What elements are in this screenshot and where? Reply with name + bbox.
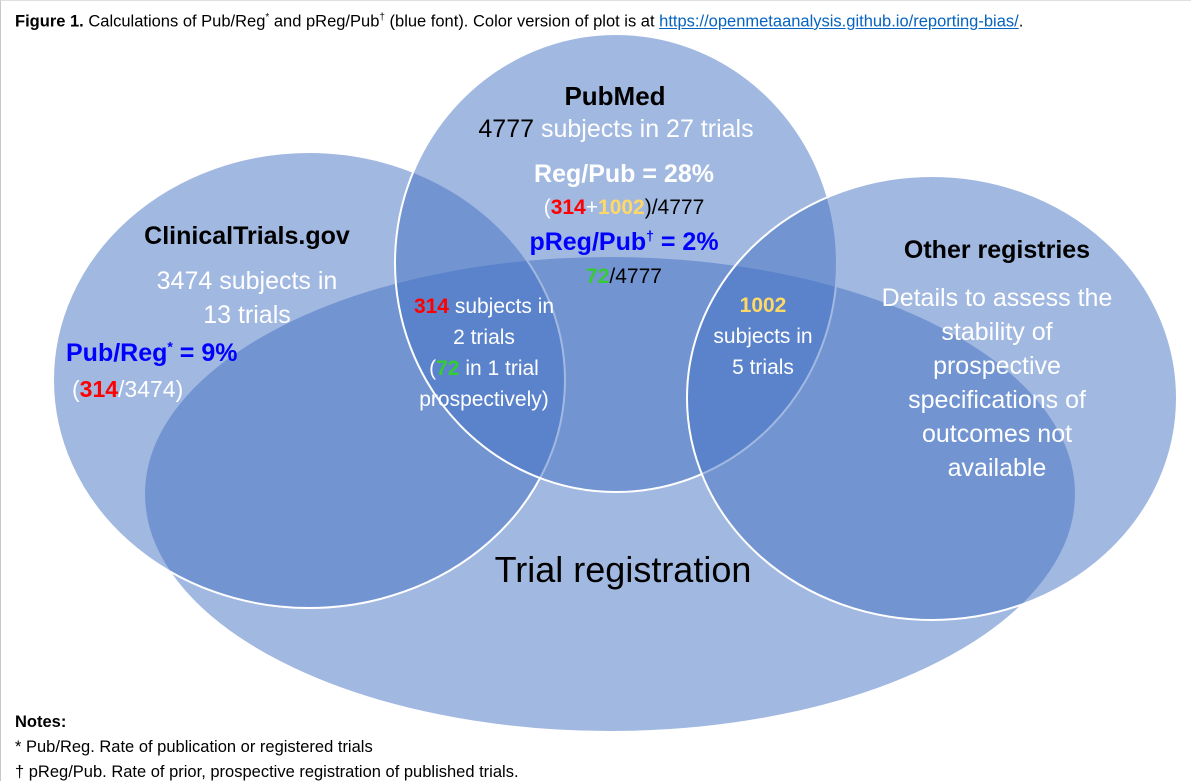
pub-reg-value: = 9%	[173, 339, 238, 367]
other-registries-line3: prospective	[847, 351, 1147, 381]
pubmed-count: 4777	[478, 115, 534, 143]
clinicaltrials-pub-reg: Pub/Reg* = 9%	[66, 338, 237, 368]
overlap-ct-pubmed-line3: (72 in 1 trial	[384, 356, 584, 381]
overlap-ct-pubmed-line4: prospectively)	[384, 387, 584, 412]
preg-denominator: /4777	[609, 265, 662, 288]
overlap-other-pubmed-line3: 5 trials	[683, 355, 843, 380]
ct-formula-denominator: /3474)	[118, 376, 183, 402]
pubmed-preg-formula: 72/4777	[524, 264, 724, 289]
clinicaltrials-pub-reg-formula: (314/3474)	[72, 376, 183, 404]
overlap-ct-pubmed-line1: 314 subjects in	[384, 294, 584, 319]
preg-pub-value: = 2%	[654, 228, 719, 256]
overlap-line1-suffix: subjects in	[449, 295, 554, 318]
note-preg-pub: † pReg/Pub. Rate of prior, prospective r…	[15, 760, 519, 784]
pubmed-reg-pub: Reg/Pub = 28%	[474, 159, 774, 189]
trial-registration-label: Trial registration	[423, 548, 823, 591]
clinicaltrials-subjects-line1: 3474 subjects in	[97, 266, 397, 296]
pub-reg-label: Pub/Reg	[66, 339, 167, 367]
other-registries-line1: Details to assess the	[847, 283, 1147, 313]
formula-value-1002: 1002	[598, 196, 645, 219]
other-registries-line4: specifications of	[847, 385, 1147, 415]
formula-plus: +	[586, 196, 598, 219]
notes-title: Notes:	[15, 710, 519, 735]
overlap-count-72: 72	[436, 357, 459, 380]
clinicaltrials-subjects-line2: 13 trials	[97, 300, 397, 330]
note-pub-reg: * Pub/Reg. Rate of publication or regist…	[15, 735, 519, 760]
overlap-line3-suffix: in 1 trial	[459, 357, 538, 380]
formula-open-paren: (	[544, 196, 551, 219]
ct-formula-open: (	[72, 376, 80, 402]
pubmed-subjects: 4777 subjects in 27 trials	[416, 114, 816, 144]
preg-pub-label: pReg/Pub	[529, 228, 646, 256]
pubmed-reg-pub-formula: (314+1002)/4777	[474, 195, 774, 220]
notes-section: Notes: * Pub/Reg. Rate of publication or…	[15, 710, 519, 784]
ct-formula-314: 314	[80, 376, 118, 402]
preg-pub-sup: †	[646, 228, 654, 244]
other-registries-line6: available	[847, 453, 1147, 483]
overlap-ct-pubmed-line2: 2 trials	[384, 325, 584, 350]
formula-value-314: 314	[551, 196, 586, 219]
pubmed-title: PubMed	[515, 81, 715, 112]
overlap-count-314: 314	[414, 295, 449, 318]
pubmed-preg-pub: pReg/Pub† = 2%	[474, 227, 774, 257]
other-registries-line2: stability of	[847, 317, 1147, 347]
preg-numerator: 72	[586, 265, 609, 288]
other-registries-line5: outcomes not	[847, 419, 1147, 449]
overlap-other-pubmed-count: 1002	[683, 293, 843, 318]
other-registries-title: Other registries	[847, 235, 1147, 265]
overlap-other-pubmed-line2: subjects in	[683, 324, 843, 349]
pubmed-count-suffix: subjects in 27 trials	[534, 115, 754, 143]
formula-denominator: )/4777	[645, 196, 705, 219]
clinicaltrials-title: ClinicalTrials.gov	[97, 221, 397, 251]
